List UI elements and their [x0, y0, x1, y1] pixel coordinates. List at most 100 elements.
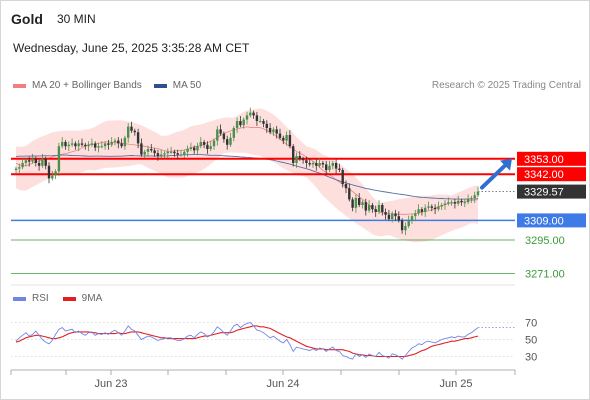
candle-body [169, 151, 173, 153]
candle-body [443, 203, 447, 205]
candle-body [400, 220, 404, 231]
candle-body [341, 170, 344, 184]
candle-body [397, 216, 400, 221]
candle-body [328, 165, 331, 170]
candle-body [54, 171, 57, 176]
candle-body [87, 144, 90, 147]
candle-body [176, 153, 179, 155]
candle-body [61, 142, 64, 147]
x-tick-label: Jun 23 [94, 378, 127, 390]
candle-body [179, 154, 183, 156]
ma50-swatch [153, 83, 167, 88]
legend-ma50-label: MA 50 [172, 80, 202, 91]
level-tag-pivot [517, 213, 586, 228]
candle-body [130, 126, 133, 131]
candle-body [440, 205, 443, 207]
research-credit: Research © 2025 Trading Central [431, 80, 581, 91]
candle-body [21, 163, 24, 168]
candle-body [163, 153, 166, 155]
candle-body [278, 133, 282, 138]
candle-body [292, 146, 295, 163]
candle-body [384, 212, 387, 215]
candle-body [437, 206, 440, 210]
candle-body [239, 121, 242, 126]
candle-body [156, 153, 160, 156]
candle-body [361, 202, 364, 205]
candle-body [476, 191, 480, 196]
candle-body [44, 158, 47, 166]
candle-body [318, 163, 321, 166]
level-label-resistance: 3342.00 [524, 169, 564, 181]
candle-body [424, 207, 427, 212]
candle-body [259, 121, 262, 122]
candle-body [295, 156, 298, 163]
instrument-title: Gold [11, 11, 43, 27]
candle-body [404, 226, 407, 231]
x-tick-label: Jun 24 [266, 378, 299, 390]
bollinger-swatch [13, 83, 26, 88]
legend-bollinger: MA 20 + Bollinger Bands [13, 80, 142, 91]
candle-body [133, 130, 136, 133]
candle-body [338, 168, 341, 170]
legend-ma50: MA 50 [153, 80, 202, 91]
candle-body [288, 135, 292, 147]
candle-body [420, 209, 424, 212]
candle-body [377, 205, 381, 212]
candle-body [252, 112, 255, 116]
ma50-line [15, 154, 479, 200]
candle-body [285, 135, 288, 141]
candle-body [107, 143, 110, 145]
candle-body [74, 143, 77, 147]
support-level-label: 3271.00 [525, 269, 565, 281]
candle-body [206, 144, 209, 149]
candle-body [325, 164, 328, 170]
candle-body [265, 123, 268, 128]
candle-body [387, 214, 391, 219]
candle-body [209, 146, 212, 149]
support-level-label: 3295.00 [525, 235, 565, 247]
candle-body [391, 213, 394, 219]
bollinger-band [16, 108, 478, 243]
candle-body [136, 132, 140, 144]
candle-body [143, 151, 146, 155]
candle-body [242, 119, 245, 126]
candle-body [414, 213, 417, 217]
forecast-arrowhead [500, 158, 512, 171]
candle-body [275, 129, 278, 134]
candle-body [51, 175, 54, 179]
rsi-tick-label: 50 [525, 335, 537, 347]
candle-body [127, 126, 130, 138]
candle-body [453, 202, 457, 204]
candle-body [219, 129, 222, 134]
level-tag-resistance [517, 151, 586, 166]
candle-body [186, 149, 189, 152]
candle-body [305, 160, 308, 163]
candle-body [97, 146, 100, 148]
candle-body [321, 163, 325, 165]
legend-9ma: 9MA [62, 293, 103, 304]
candle-body [70, 143, 74, 145]
legend-rsi: RSI [13, 293, 49, 304]
candle-body [57, 146, 61, 172]
candle-body [212, 140, 216, 147]
candle-body [216, 129, 219, 141]
candle-body [18, 167, 21, 169]
candle-body [94, 143, 97, 148]
candle-body [298, 156, 301, 159]
candle-body [47, 165, 51, 179]
candle-body [226, 139, 229, 145]
candle-body [282, 137, 285, 141]
candle-body [354, 198, 358, 208]
candle-body [14, 168, 18, 170]
candle-body [311, 163, 315, 165]
candle-body [222, 133, 226, 140]
candle-body [146, 149, 150, 152]
candle-body [113, 140, 117, 142]
candle-body [255, 115, 259, 121]
candle-body [140, 143, 143, 155]
legend-9ma-label: 9MA [81, 293, 103, 304]
price-legend: MA 20 + Bollinger Bands MA 50 [13, 80, 213, 91]
candle-body [183, 151, 186, 155]
candle-body [351, 199, 354, 208]
candle-body [193, 147, 196, 151]
